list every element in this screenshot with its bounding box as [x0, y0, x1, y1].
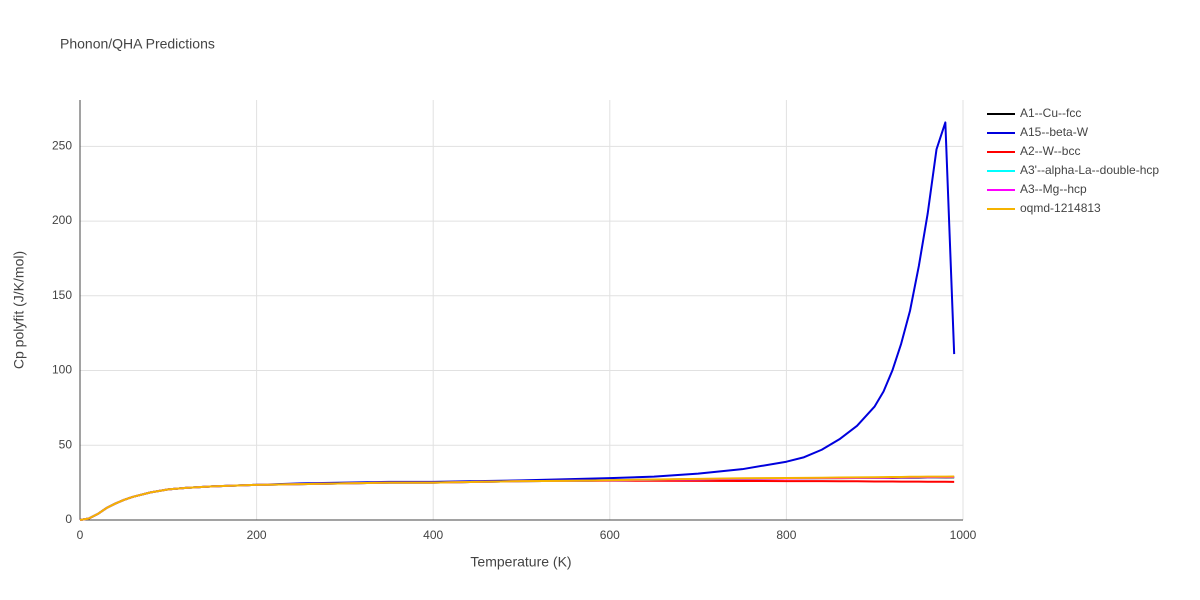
- legend-label: A3'--alpha-La--double-hcp: [1020, 163, 1159, 177]
- series-line: [79, 476, 955, 521]
- x-tick-label: 800: [776, 528, 796, 542]
- x-axis-title: Temperature (K): [470, 554, 571, 570]
- series-line: [79, 475, 955, 521]
- x-tick-label: 1000: [950, 528, 977, 542]
- legend-label: A2--W--bcc: [1020, 144, 1080, 158]
- chart-title: Phonon/QHA Predictions: [60, 36, 215, 52]
- x-tick-label: 0: [77, 528, 84, 542]
- y-tick-label: 100: [52, 363, 72, 377]
- y-tick-label: 150: [52, 288, 72, 302]
- y-tick-label: 200: [52, 213, 72, 227]
- legend-label: A3--Mg--hcp: [1020, 182, 1087, 196]
- x-tick-label: 200: [247, 528, 267, 542]
- y-tick-label: 0: [65, 512, 72, 526]
- series-line: [79, 475, 955, 521]
- y-axis-title: Cp polyfit (J/K/mol): [11, 251, 27, 369]
- legend-label: A15--beta-W: [1020, 125, 1089, 139]
- y-tick-label: 50: [59, 437, 73, 451]
- y-tick-label: 250: [52, 139, 72, 153]
- x-tick-label: 600: [600, 528, 620, 542]
- series-line: [79, 476, 955, 521]
- legend-label: A1--Cu--fcc: [1020, 106, 1081, 120]
- legend-label: oqmd-1214813: [1020, 201, 1101, 215]
- x-tick-label: 400: [423, 528, 443, 542]
- series-line: [79, 121, 956, 521]
